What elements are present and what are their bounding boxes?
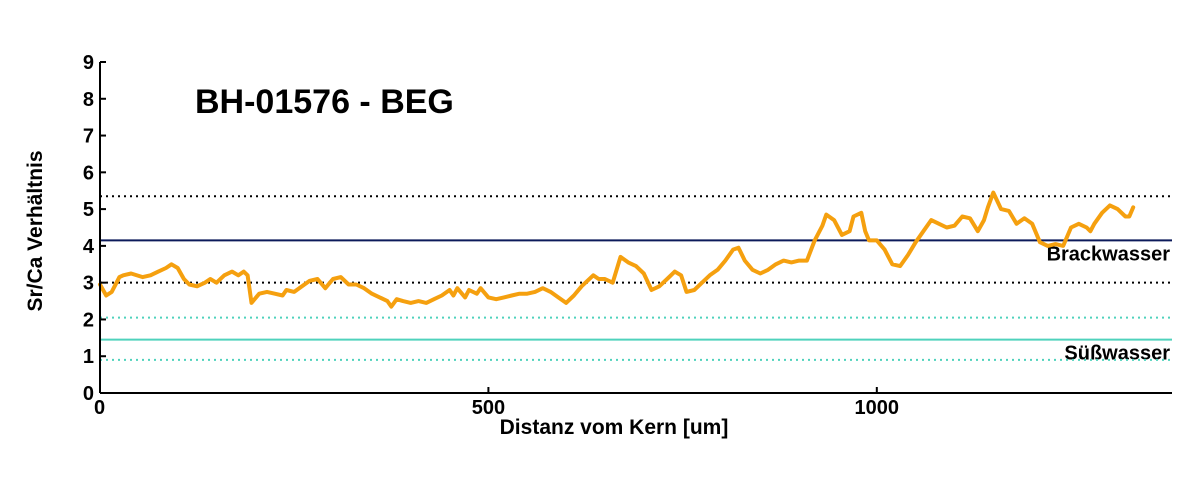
y-tick-label-4: 4 [83,236,95,258]
y-tick-label-6: 6 [83,162,94,184]
series-line-1 [98,190,1136,309]
x-axis-title: Distanz vom Kern [um] [500,416,729,439]
reference-label-swasser: Süßwasser [1064,343,1170,365]
x-ticks: 0 500 1000 [94,387,899,419]
chart-title: BH-01576 - BEG [195,83,454,121]
y-tick-label-1: 1 [83,346,94,368]
x-tick-label-500: 500 [472,397,505,419]
y-tick-label-2: 2 [83,309,94,331]
y-tick-label-5: 5 [83,199,94,221]
y-tick-label-9: 9 [83,52,94,74]
x-tick-label-0: 0 [94,397,105,419]
reference-label-brackwasser: Brackwasser [1047,243,1171,265]
y-tick-label-7: 7 [83,126,94,148]
series-layer [98,190,1136,309]
y-tick-label-8: 8 [83,89,94,111]
x-tick-label-1000: 1000 [855,397,900,419]
reference-lines: Brackwasser Süßwasser [100,195,1172,365]
y-ticks: 0 1 2 3 4 5 6 7 8 9 [83,52,106,405]
y-tick-label-0: 0 [83,383,94,405]
axes [99,62,1172,394]
y-axis-title: Sr/Ca Verhältnis [24,150,47,311]
y-tick-label-3: 3 [83,273,94,295]
